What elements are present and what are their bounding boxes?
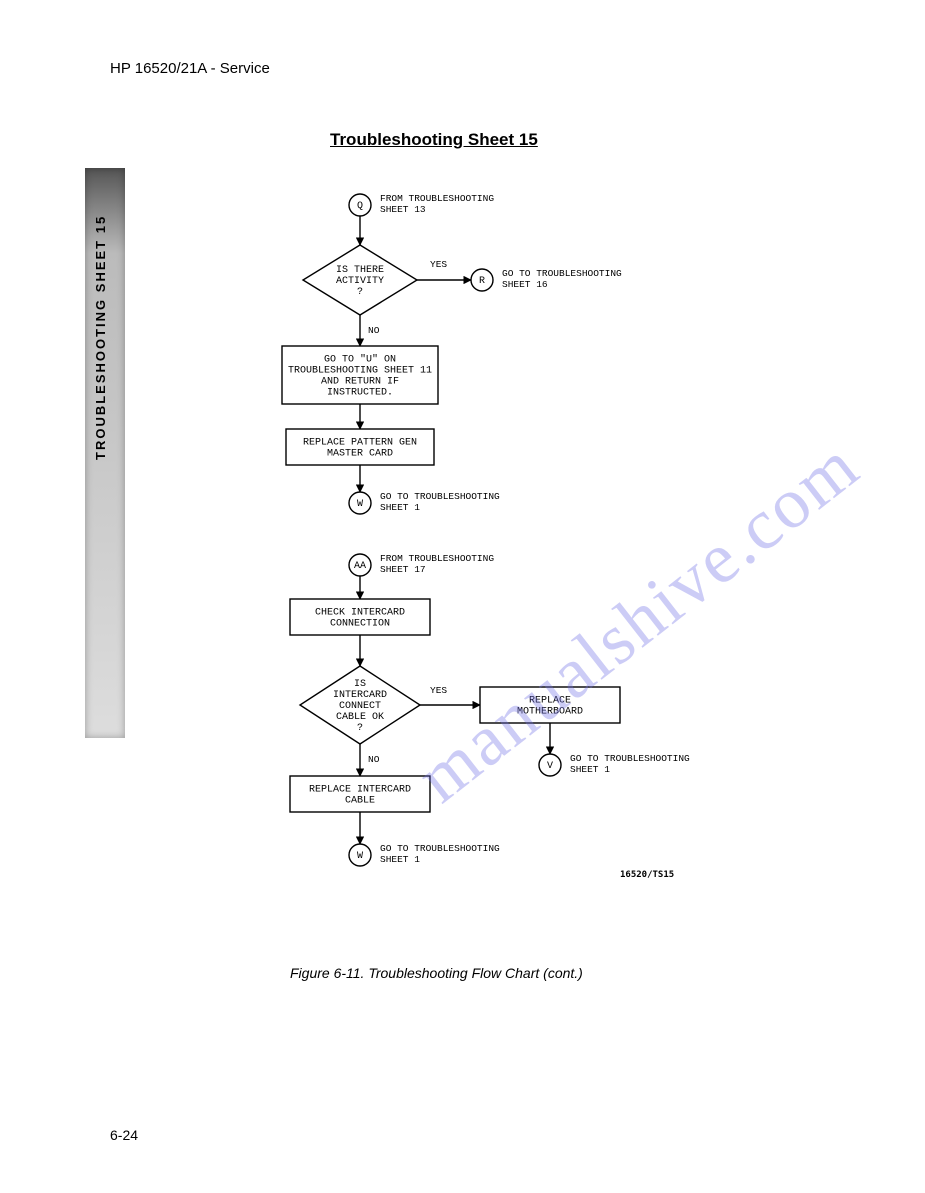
svg-text:GO TO TROUBLESHOOTING: GO TO TROUBLESHOOTING bbox=[570, 753, 690, 764]
svg-text:MASTER CARD: MASTER CARD bbox=[327, 449, 393, 460]
svg-text:SHEET 16: SHEET 16 bbox=[502, 279, 548, 290]
svg-text:SHEET 1: SHEET 1 bbox=[380, 854, 420, 865]
svg-text:SHEET 1: SHEET 1 bbox=[380, 502, 420, 513]
svg-text:ACTIVITY: ACTIVITY bbox=[336, 276, 384, 287]
svg-text:Q: Q bbox=[357, 201, 363, 212]
svg-text:FROM TROUBLESHOOTING: FROM TROUBLESHOOTING bbox=[380, 193, 494, 204]
page-number: 6-24 bbox=[110, 1127, 138, 1143]
svg-text:GO TO "U" ON: GO TO "U" ON bbox=[324, 354, 396, 366]
svg-text:CABLE: CABLE bbox=[345, 796, 375, 807]
svg-text:FROM TROUBLESHOOTING: FROM TROUBLESHOOTING bbox=[380, 553, 494, 564]
svg-text:SHEET 13: SHEET 13 bbox=[380, 204, 426, 215]
svg-text:NO: NO bbox=[368, 754, 380, 765]
svg-text:W: W bbox=[357, 851, 363, 862]
svg-text:REPLACE PATTERN GEN: REPLACE PATTERN GEN bbox=[303, 438, 417, 449]
svg-text:GO TO TROUBLESHOOTING: GO TO TROUBLESHOOTING bbox=[380, 491, 500, 502]
svg-text:CABLE OK: CABLE OK bbox=[336, 712, 384, 723]
svg-text:?: ? bbox=[357, 287, 363, 298]
flowchart-container: YESNOYESNOQFROM TROUBLESHOOTINGSHEET 13I… bbox=[230, 185, 770, 905]
svg-text:YES: YES bbox=[430, 685, 447, 696]
svg-text:REPLACE: REPLACE bbox=[529, 696, 571, 707]
flowchart-svg: YESNOYESNOQFROM TROUBLESHOOTINGSHEET 13I… bbox=[230, 185, 770, 905]
svg-text:MOTHERBOARD: MOTHERBOARD bbox=[517, 707, 583, 718]
svg-text:AA: AA bbox=[354, 561, 366, 572]
part-number: 16520/TS15 bbox=[620, 870, 674, 880]
svg-text:INTERCARD: INTERCARD bbox=[333, 690, 387, 701]
svg-text:NO: NO bbox=[368, 325, 380, 336]
side-tab-label: TROUBLESHOOTING SHEET 15 bbox=[93, 215, 108, 460]
svg-text:IS THERE: IS THERE bbox=[336, 265, 384, 276]
svg-text:YES: YES bbox=[430, 259, 447, 270]
svg-text:CONNECTION: CONNECTION bbox=[330, 619, 390, 630]
svg-text:SHEET 17: SHEET 17 bbox=[380, 564, 426, 575]
svg-text:AND RETURN IF: AND RETURN IF bbox=[321, 377, 399, 388]
svg-text:SHEET 1: SHEET 1 bbox=[570, 764, 610, 775]
svg-text:GO TO TROUBLESHOOTING: GO TO TROUBLESHOOTING bbox=[380, 843, 500, 854]
svg-text:R: R bbox=[479, 276, 485, 287]
page-header: HP 16520/21A - Service bbox=[110, 60, 270, 77]
svg-text:INSTRUCTED.: INSTRUCTED. bbox=[327, 388, 393, 399]
svg-text:V: V bbox=[547, 761, 553, 772]
svg-text:?: ? bbox=[357, 723, 363, 734]
svg-text:CONNECT: CONNECT bbox=[339, 701, 381, 712]
page-title: Troubleshooting Sheet 15 bbox=[330, 130, 538, 150]
svg-text:IS: IS bbox=[354, 679, 366, 690]
svg-text:GO TO TROUBLESHOOTING: GO TO TROUBLESHOOTING bbox=[502, 268, 622, 279]
svg-text:REPLACE INTERCARD: REPLACE INTERCARD bbox=[309, 785, 411, 796]
figure-caption: Figure 6-11. Troubleshooting Flow Chart … bbox=[290, 965, 583, 981]
svg-text:W: W bbox=[357, 499, 363, 510]
svg-text:TROUBLESHOOTING SHEET 11: TROUBLESHOOTING SHEET 11 bbox=[288, 366, 432, 377]
svg-text:CHECK INTERCARD: CHECK INTERCARD bbox=[315, 608, 405, 619]
